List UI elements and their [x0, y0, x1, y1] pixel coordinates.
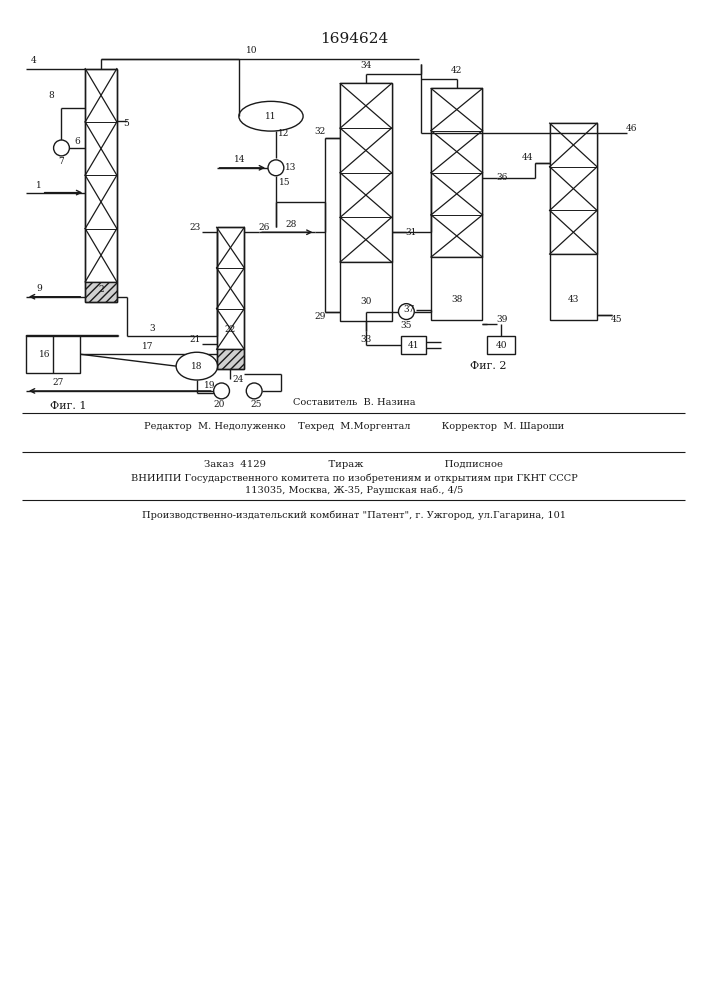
Text: 1: 1 — [36, 181, 42, 190]
Text: ВНИИПИ Государственного комитета по изобретениям и открытиям при ГКНТ СССР: ВНИИПИ Государственного комитета по изоб… — [131, 473, 578, 483]
Text: 14: 14 — [233, 155, 245, 164]
Text: 43: 43 — [568, 295, 579, 304]
Text: 39: 39 — [496, 315, 508, 324]
Text: 17: 17 — [141, 342, 153, 351]
Text: 25: 25 — [250, 400, 262, 409]
Text: 16: 16 — [40, 350, 51, 359]
Text: 36: 36 — [496, 173, 508, 182]
Text: 23: 23 — [189, 223, 201, 232]
Text: Фиг. 2: Фиг. 2 — [470, 361, 507, 371]
Text: 19: 19 — [204, 381, 216, 390]
Text: 12: 12 — [278, 129, 290, 138]
Text: 1694624: 1694624 — [320, 32, 388, 46]
Text: 18: 18 — [191, 362, 203, 371]
Text: 21: 21 — [189, 335, 201, 344]
Text: Составитель  В. Назина: Составитель В. Назина — [293, 398, 415, 407]
Bar — [216, 349, 245, 369]
Text: 31: 31 — [406, 228, 417, 237]
Bar — [487, 336, 515, 354]
Ellipse shape — [239, 101, 303, 131]
Text: Заказ  4129                    Тираж                          Подписное: Заказ 4129 Тираж Подписное — [204, 460, 503, 469]
Text: 26: 26 — [258, 223, 270, 232]
Bar — [86, 69, 117, 282]
Text: 15: 15 — [279, 178, 291, 187]
Text: 6: 6 — [74, 137, 80, 146]
Text: 28: 28 — [285, 220, 296, 229]
Text: 44: 44 — [522, 153, 534, 162]
Bar — [340, 262, 392, 321]
Text: 8: 8 — [49, 91, 54, 100]
Circle shape — [54, 140, 69, 156]
Text: 27: 27 — [53, 378, 64, 387]
Text: 9: 9 — [36, 284, 42, 293]
Text: 22: 22 — [225, 325, 236, 334]
Text: Производственно-издательский комбинат "Патент", г. Ужгород, ул.Гагарина, 101: Производственно-издательский комбинат "П… — [142, 510, 566, 520]
Text: 3: 3 — [150, 324, 156, 333]
Text: 20: 20 — [214, 400, 226, 409]
Text: 11: 11 — [265, 112, 276, 121]
Bar — [431, 257, 482, 320]
Bar — [549, 123, 597, 254]
Text: 38: 38 — [451, 295, 462, 304]
Bar — [431, 88, 482, 257]
Text: 37: 37 — [404, 305, 415, 314]
Text: 40: 40 — [496, 341, 507, 350]
Text: 42: 42 — [451, 66, 462, 75]
Bar — [402, 336, 426, 354]
Text: 4: 4 — [31, 56, 37, 65]
Text: 29: 29 — [315, 312, 326, 321]
Bar — [340, 83, 392, 262]
Text: 24: 24 — [233, 375, 244, 384]
Text: 45: 45 — [611, 315, 623, 324]
Text: 7: 7 — [59, 157, 64, 166]
Text: 113035, Москва, Ж-35, Раушская наб., 4/5: 113035, Москва, Ж-35, Раушская наб., 4/5 — [245, 485, 463, 495]
Text: 30: 30 — [360, 297, 372, 306]
Bar — [216, 227, 245, 349]
Bar — [86, 282, 117, 302]
Text: 2: 2 — [98, 285, 104, 294]
Circle shape — [246, 383, 262, 399]
Text: 34: 34 — [360, 61, 372, 70]
Bar — [549, 254, 597, 320]
Bar — [26, 335, 81, 373]
Bar — [340, 83, 392, 262]
Text: 33: 33 — [361, 335, 371, 344]
Text: 41: 41 — [408, 341, 419, 350]
Text: 13: 13 — [285, 163, 296, 172]
Text: 5: 5 — [123, 119, 129, 128]
Circle shape — [399, 304, 414, 320]
Ellipse shape — [176, 352, 218, 380]
Text: Фиг. 1: Фиг. 1 — [50, 401, 87, 411]
Text: 32: 32 — [315, 127, 326, 136]
Bar — [549, 123, 597, 254]
Text: 46: 46 — [626, 124, 638, 133]
Text: 35: 35 — [401, 321, 412, 330]
Circle shape — [268, 160, 284, 176]
Text: Редактор  М. Недолуженко    Техред  М.Моргентал          Корректор  М. Шароши: Редактор М. Недолуженко Техред М.Моргент… — [144, 422, 564, 431]
Circle shape — [214, 383, 230, 399]
Bar — [431, 88, 482, 257]
Text: 10: 10 — [245, 46, 257, 55]
